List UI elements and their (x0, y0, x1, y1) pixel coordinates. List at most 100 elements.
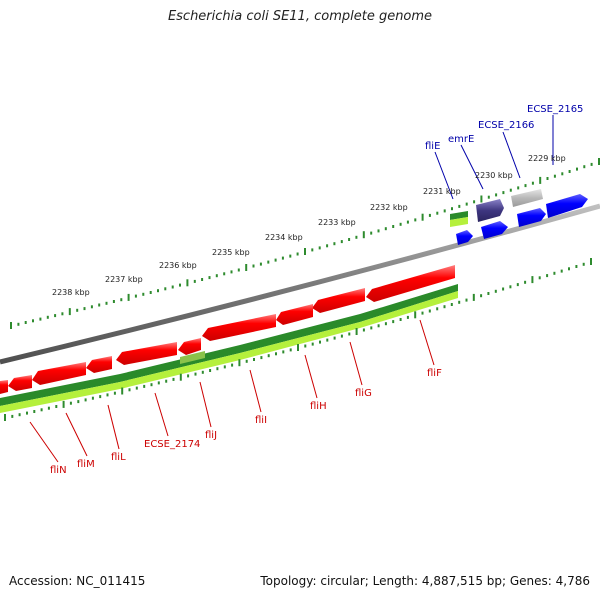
scale-tick (150, 383, 153, 387)
scale-label: 2235 kbp (212, 248, 250, 257)
scale-tick (187, 374, 190, 378)
scale-tick (546, 274, 549, 278)
scale-tick (120, 298, 123, 302)
scale-tick (142, 292, 145, 296)
scale-tick (480, 294, 483, 298)
scale-tick (245, 359, 248, 363)
scale-tick (267, 354, 270, 358)
scale-label: 2233 kbp (318, 218, 356, 227)
scale-tick (304, 248, 306, 255)
scale-tick (392, 320, 395, 324)
scale-tick (333, 336, 336, 340)
scale-tick (473, 200, 476, 204)
map-title: Escherichia coli SE11, complete genome (167, 9, 433, 24)
scale-tick (223, 272, 226, 276)
gene-ECSE_2166-lower (517, 208, 546, 227)
reverse-genes (0, 265, 455, 394)
scale-tick (524, 184, 527, 188)
gene-label-fliN: fliN (50, 465, 67, 476)
bottom-gene-labels: fliF fliG fliH fliI fliJ ECSE_2174 fliL … (50, 368, 442, 476)
scale-tick (33, 410, 36, 413)
scale-tick (83, 307, 86, 311)
scale-tick (370, 231, 373, 235)
scale-tick (458, 300, 461, 304)
scale-tick (179, 373, 182, 381)
gene-label-fliE: fliE (425, 141, 440, 152)
scale-tick (76, 308, 79, 312)
scale-tick (377, 229, 380, 233)
scale-tick (494, 289, 497, 293)
gene-ECSE_2174 (116, 342, 177, 365)
scale-tick (18, 413, 21, 417)
scale-tick (539, 176, 542, 184)
scale-tick (55, 405, 58, 408)
gene-label-emrE: emrE (448, 134, 474, 145)
scale-tick (583, 165, 586, 169)
scale-tick (502, 191, 505, 195)
scale-tick (282, 350, 285, 354)
scale-tick (428, 309, 431, 313)
scale-tick (326, 244, 329, 248)
gene-label-fliM: fliM (77, 459, 95, 470)
scale-tick (98, 303, 101, 307)
scale-tick (135, 386, 138, 390)
gene-emrE-lower (481, 221, 508, 239)
scale-label: 2229 kbp (528, 154, 566, 163)
scale-tick (465, 202, 468, 206)
scale-tick (223, 365, 226, 369)
scale-tick (172, 377, 175, 381)
scale-tick (68, 308, 71, 316)
gene-fliE (456, 230, 473, 245)
scale-tick (546, 177, 549, 180)
scale-tick (134, 294, 137, 298)
scale-tick (90, 305, 93, 309)
scale-tick (245, 264, 248, 271)
scale-tick (480, 195, 483, 203)
scale-tick (502, 287, 505, 291)
scale-tick (26, 411, 28, 415)
scale-tick (84, 398, 87, 402)
gene-fliF (366, 265, 455, 302)
scale-tick (326, 338, 329, 342)
gene-label-ECSE_2165: ECSE_2165 (527, 104, 583, 115)
scale-tick (24, 321, 27, 324)
gene-fliI (202, 314, 276, 341)
scale-tick (450, 303, 453, 306)
scale-tick (531, 181, 534, 185)
scale-tick (517, 186, 520, 190)
scale-tick (289, 254, 292, 258)
scale-tick (165, 379, 168, 383)
scale-tick (406, 220, 409, 224)
scale-tick (157, 289, 159, 293)
gc-content-band (0, 211, 468, 413)
top-leaders (434, 115, 554, 200)
scale-tick (149, 291, 152, 294)
scale-tick (40, 408, 43, 412)
scale-label: 2238 kbp (52, 288, 90, 297)
scale-tick (311, 342, 314, 346)
scale-tick (99, 395, 102, 399)
scale-tick (238, 359, 241, 367)
scale-tick (553, 174, 556, 178)
scale-tick (421, 213, 424, 221)
scale-tick (281, 256, 284, 260)
gene-label-ECSE_2174: ECSE_2174 (144, 439, 200, 450)
scale-tick (61, 312, 64, 316)
scale-tick (516, 283, 519, 287)
scale-tick (333, 242, 336, 246)
scale-tick (237, 268, 240, 272)
scale-tick (443, 305, 446, 309)
scale-tick (4, 414, 6, 421)
scale-tick (340, 334, 343, 338)
bottom-leaders (29, 319, 435, 463)
scale-tick (231, 363, 234, 367)
scale-tick (216, 367, 219, 371)
scale-tick (69, 401, 72, 405)
scale-tick (297, 344, 299, 351)
scale-label: 2230 kbp (475, 171, 513, 180)
scale-label: 2231 kbp (423, 187, 461, 196)
scale-tick (451, 207, 453, 211)
gene-emrE (476, 199, 504, 222)
gene-fliL (86, 356, 112, 373)
scale-tick (568, 267, 570, 271)
